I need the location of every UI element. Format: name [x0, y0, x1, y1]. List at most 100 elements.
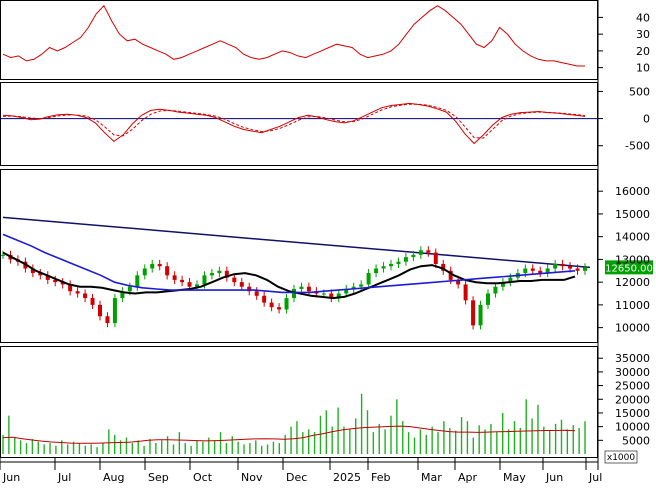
candle-body — [90, 298, 95, 305]
volume-unit-label: x1000 — [607, 453, 636, 463]
y-tick-label: 30000 — [615, 366, 650, 379]
candle-body — [433, 252, 438, 264]
candle-body — [299, 286, 304, 289]
candle-body — [60, 282, 65, 285]
volume-panel — [2, 393, 586, 454]
candle-body — [98, 304, 102, 317]
candle-body — [500, 282, 505, 287]
candle-body — [411, 254, 416, 258]
candle-body — [232, 277, 237, 283]
candle-body — [157, 263, 162, 267]
panel-frames — [0, 0, 599, 470]
candle-body — [45, 275, 50, 280]
y-tick-label: 10000 — [615, 322, 650, 335]
candle-body — [336, 293, 341, 299]
candle-body — [105, 316, 110, 324]
candle-body — [217, 270, 222, 274]
candle-body — [277, 307, 282, 310]
candle-body — [53, 279, 58, 283]
candle-body — [120, 291, 125, 299]
candle-body — [366, 273, 371, 285]
x-tick-label: Nov — [241, 471, 263, 484]
x-tick-label: Jun — [545, 471, 563, 484]
y-tick-label: 25000 — [615, 380, 650, 393]
candle-body — [239, 282, 244, 287]
candle-body — [165, 266, 170, 276]
last-price-label: 12650.00 — [605, 263, 653, 274]
y-tick-label: 20 — [636, 45, 650, 58]
candle-body — [142, 268, 147, 276]
ma-blue-line — [2, 233, 576, 294]
candle-body — [329, 293, 334, 299]
y-tick-label: -500 — [625, 140, 650, 153]
y-tick-label: 0 — [643, 113, 650, 126]
candle-body — [463, 284, 468, 301]
axes: 403020105000-500160001500014000130001200… — [0, 11, 650, 484]
y-tick-label: 12000 — [615, 276, 650, 289]
x-tick-label: Apr — [458, 471, 478, 484]
candle-body — [418, 250, 423, 255]
candle-body — [127, 286, 132, 292]
candle-body — [262, 295, 267, 303]
candle-body — [180, 279, 185, 283]
candle-body — [306, 286, 311, 292]
candle-body — [1, 254, 5, 256]
x-tick-label: Jul — [57, 471, 71, 484]
x-tick-label: Dec — [286, 471, 307, 484]
candle-body — [224, 270, 229, 278]
candle-body — [389, 263, 393, 267]
candle-body — [112, 298, 117, 324]
candle-body — [523, 268, 528, 274]
candle-body — [583, 267, 587, 271]
candle-body — [486, 293, 490, 305]
x-tick-label: Jul — [588, 471, 602, 484]
y-tick-label: 40 — [636, 11, 650, 24]
x-tick-label: 2025 — [333, 471, 361, 484]
candle-body — [381, 266, 386, 269]
x-tick-label: Aug — [103, 471, 124, 484]
macd-line — [2, 102, 586, 145]
y-tick-label: 500 — [629, 85, 650, 98]
candle-body — [68, 284, 73, 292]
candle-body — [284, 298, 289, 310]
candle-body — [187, 282, 192, 287]
candle-body — [344, 288, 349, 294]
candle-body — [568, 266, 573, 269]
candle-body — [150, 263, 155, 269]
y-tick-label: 16000 — [615, 185, 650, 198]
candle-body — [456, 279, 461, 285]
candle-body — [351, 286, 356, 289]
candle-body — [560, 263, 565, 267]
x-tick-label: Feb — [371, 471, 390, 484]
y-tick-label: 14000 — [615, 231, 650, 244]
candle-body — [493, 286, 498, 294]
y-tick-label: 11000 — [615, 299, 650, 312]
y-tick-label: 30 — [636, 28, 650, 41]
macd-signal-line — [2, 103, 586, 139]
candle-body — [209, 273, 214, 276]
trend-line — [2, 216, 591, 269]
price-panel: 12650.00 — [1, 216, 653, 330]
volume-ma-line — [2, 425, 576, 444]
candle-body — [195, 284, 199, 287]
candle-body — [75, 291, 80, 294]
candle-body — [553, 263, 558, 269]
volume-unit-box — [604, 450, 638, 464]
candle-body — [403, 257, 408, 262]
y-tick-label: 15000 — [615, 208, 650, 221]
ma-black-line — [2, 251, 576, 300]
candle-body — [426, 250, 431, 253]
candle-body — [202, 275, 207, 285]
candle-body — [83, 293, 88, 299]
candle-body — [269, 302, 274, 308]
x-tick-label: Mar — [421, 471, 442, 484]
y-tick-label: 10000 — [615, 421, 650, 434]
candle-body — [471, 300, 476, 326]
candle-body — [441, 263, 446, 271]
candle-body — [135, 275, 140, 287]
candle-body — [545, 268, 550, 274]
y-tick-label: 35000 — [615, 352, 650, 365]
candle-body — [359, 284, 364, 287]
